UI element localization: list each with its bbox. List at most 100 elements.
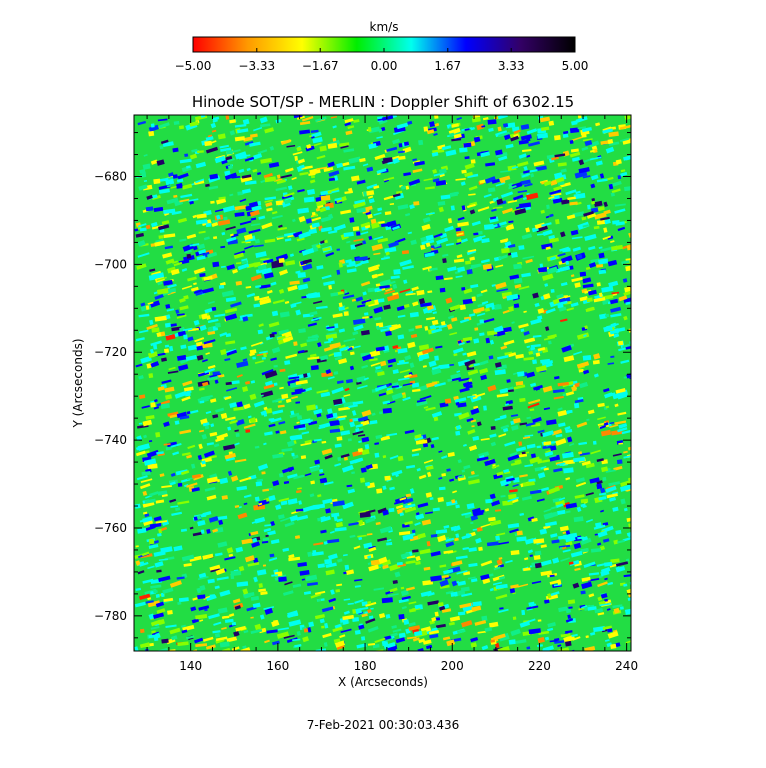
field-cell <box>343 231 354 238</box>
field-cell <box>137 120 147 126</box>
field-cell <box>391 382 399 387</box>
field-cell <box>423 126 429 132</box>
field-cell <box>517 583 529 588</box>
field-cell <box>472 115 481 118</box>
field-cell <box>170 268 180 276</box>
field-cell <box>313 408 323 415</box>
field-cell <box>431 411 443 418</box>
field-cell <box>415 439 428 445</box>
field-cell <box>496 559 503 566</box>
field-cell <box>284 581 293 586</box>
field-cell <box>495 152 508 158</box>
field-cell <box>430 444 435 449</box>
field-cell <box>559 231 566 238</box>
field-cell <box>536 445 542 449</box>
field-cell <box>357 448 364 453</box>
field-cell <box>377 237 389 243</box>
field-cell <box>149 348 155 354</box>
field-cell <box>578 167 590 174</box>
field-cell <box>590 174 599 181</box>
field-cell <box>489 339 495 345</box>
field-cell <box>543 467 549 471</box>
field-cell <box>507 389 514 393</box>
field-cell <box>207 330 216 336</box>
field-cell <box>559 525 569 532</box>
field-cell <box>438 450 443 453</box>
field-cell <box>496 393 509 398</box>
field-cell <box>399 512 405 517</box>
field-cell <box>254 295 260 301</box>
field-cell <box>140 628 145 634</box>
field-cell <box>250 628 263 634</box>
field-cell <box>610 313 622 318</box>
field-cell <box>464 162 475 170</box>
field-cell <box>615 642 621 648</box>
field-cell <box>590 258 600 264</box>
field-cell <box>544 283 549 287</box>
field-cell <box>586 297 593 303</box>
field-cell <box>375 325 380 330</box>
field-cell <box>254 360 264 364</box>
field-cell <box>575 190 581 195</box>
field-cell <box>403 373 412 379</box>
field-cell <box>365 618 376 624</box>
field-cell <box>396 561 403 566</box>
field-cell <box>424 325 429 331</box>
field-cell <box>252 602 261 609</box>
field-cell <box>373 236 384 241</box>
field-cell <box>226 636 238 643</box>
field-cell <box>257 264 267 271</box>
field-cell <box>314 459 321 465</box>
field-cell <box>186 233 197 240</box>
field-cell <box>584 140 593 147</box>
field-cell <box>525 422 536 427</box>
field-cell <box>383 304 391 310</box>
field-cell <box>408 328 415 332</box>
field-cell <box>399 497 407 501</box>
field-cell <box>483 405 487 411</box>
field-cell <box>322 498 333 505</box>
field-cell <box>619 124 631 130</box>
field-cell <box>576 506 582 512</box>
field-cell <box>398 143 403 148</box>
field-cell <box>219 281 226 287</box>
field-cell <box>327 187 340 194</box>
field-cell <box>601 466 609 473</box>
field-cell <box>468 193 476 196</box>
field-cell <box>520 179 531 186</box>
field-cell <box>602 235 612 241</box>
field-cell <box>546 266 558 275</box>
field-cell <box>373 185 380 190</box>
field-cell <box>204 307 213 314</box>
field-cell <box>425 492 433 498</box>
field-cell <box>189 555 202 562</box>
field-cell <box>323 167 330 172</box>
field-cell <box>323 540 329 545</box>
field-cell <box>410 239 417 246</box>
field-cell <box>155 499 165 504</box>
field-cell <box>404 303 410 308</box>
field-cell <box>392 369 399 375</box>
field-cell <box>151 631 160 636</box>
field-cell <box>369 315 373 319</box>
colorbar-tick-label: −3.33 <box>238 59 275 73</box>
field-cell <box>614 420 627 425</box>
field-cell <box>141 551 150 557</box>
field-cell <box>310 129 319 133</box>
field-cell <box>558 497 566 501</box>
field-cell <box>143 434 148 439</box>
field-cell <box>266 207 273 212</box>
field-cell <box>540 544 547 549</box>
field-cell <box>435 180 447 186</box>
field-cell <box>451 499 456 504</box>
field-cell <box>431 365 443 371</box>
field-cell <box>503 326 512 333</box>
field-cell <box>236 227 247 235</box>
field-cell <box>293 232 300 237</box>
field-cell <box>521 609 526 616</box>
field-cell <box>571 120 578 126</box>
field-cell <box>260 257 270 261</box>
field-cell <box>157 532 162 537</box>
field-cell <box>326 326 336 329</box>
field-cell <box>295 270 301 274</box>
